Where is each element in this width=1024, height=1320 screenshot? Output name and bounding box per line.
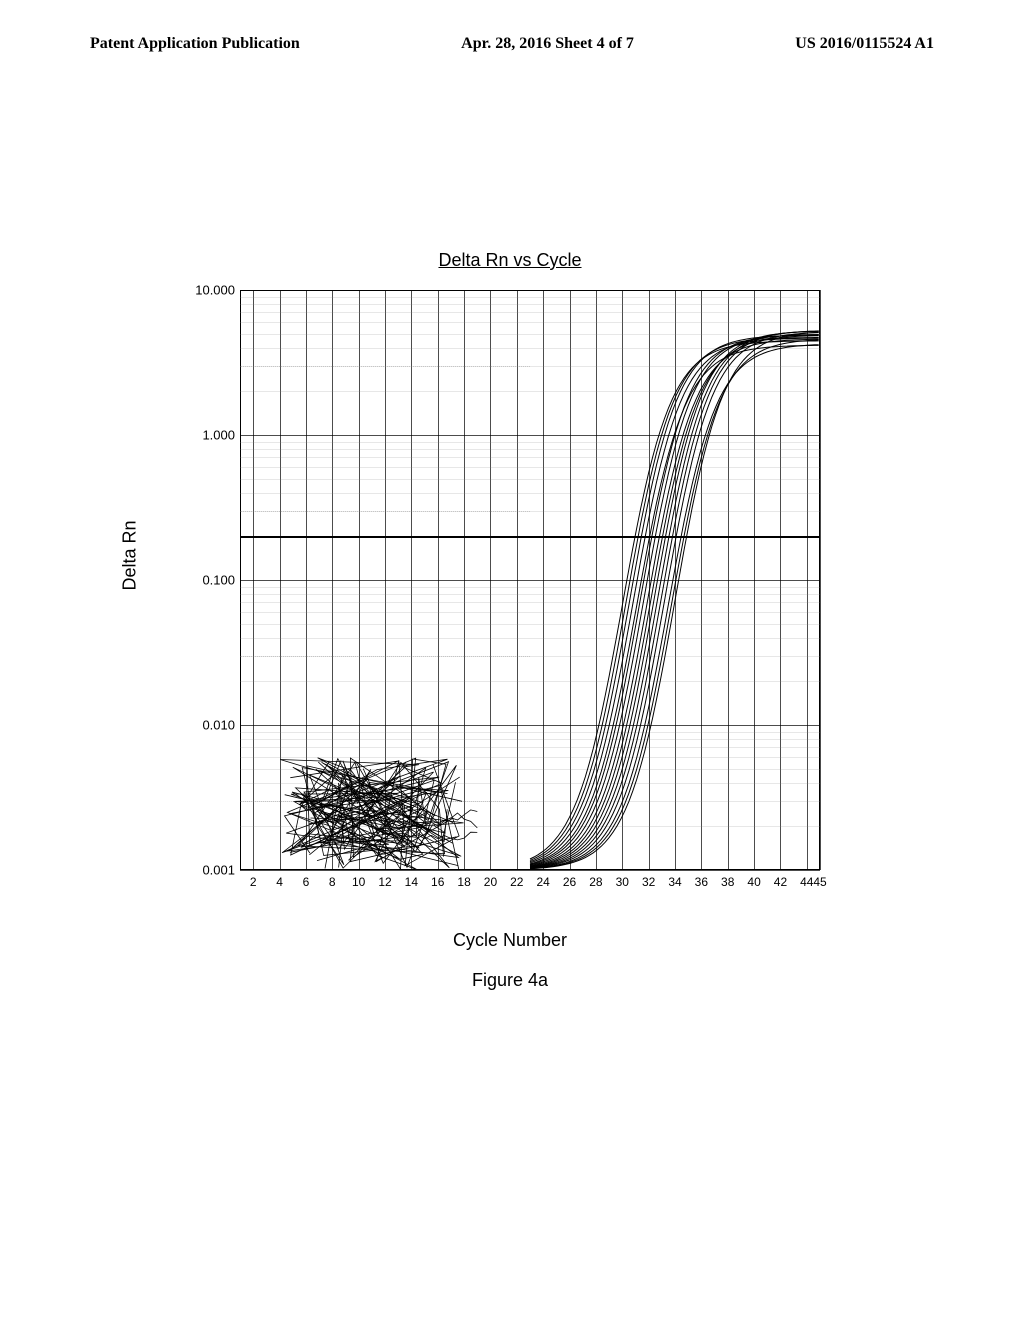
x-axis-label: Cycle Number (453, 930, 567, 951)
amplification-curve (530, 331, 819, 868)
amplification-curve (530, 335, 819, 866)
page-header: Patent Application Publication Apr. 28, … (90, 35, 934, 53)
amplification-curve (530, 331, 819, 867)
x-tick-label: 44 (800, 875, 813, 889)
amplification-curve (530, 335, 819, 865)
grid-horizontal-major (240, 870, 820, 871)
x-tick-label: 8 (329, 875, 336, 889)
x-tick-label: 45 (813, 875, 826, 889)
figure-label: Figure 4a (472, 970, 548, 991)
chart-container: Delta Rn vs Cycle Delta Rn Cycle Number … (150, 250, 870, 1030)
header-right: US 2016/0115524 A1 (795, 35, 934, 53)
x-tick-label: 34 (668, 875, 681, 889)
x-tick-label: 24 (536, 875, 549, 889)
y-tick-label: 0.100 (195, 573, 235, 588)
x-tick-label: 6 (303, 875, 310, 889)
x-tick-label: 22 (510, 875, 523, 889)
x-tick-label: 26 (563, 875, 576, 889)
x-tick-label: 10 (352, 875, 365, 889)
x-tick-label: 40 (747, 875, 760, 889)
amplification-curves (240, 290, 820, 870)
amplification-curve (530, 338, 819, 863)
y-tick-label: 1.000 (195, 428, 235, 443)
y-axis-label: Delta Rn (120, 520, 141, 590)
x-tick-label: 2 (250, 875, 257, 889)
amplification-curve (530, 336, 819, 867)
x-tick-label: 16 (431, 875, 444, 889)
amplification-curve (530, 338, 819, 861)
y-tick-label: 10.000 (195, 283, 235, 298)
amplification-curve (530, 333, 819, 868)
x-tick-label: 4 (276, 875, 283, 889)
x-tick-label: 18 (457, 875, 470, 889)
x-tick-label: 20 (484, 875, 497, 889)
x-tick-label: 32 (642, 875, 655, 889)
x-tick-label: 12 (378, 875, 391, 889)
amplification-curve (530, 332, 819, 868)
header-left: Patent Application Publication (90, 35, 300, 53)
x-tick-label: 38 (721, 875, 734, 889)
header-center: Apr. 28, 2016 Sheet 4 of 7 (461, 35, 634, 53)
chart-title: Delta Rn vs Cycle (438, 250, 581, 271)
x-tick-label: 30 (616, 875, 629, 889)
x-tick-label: 42 (774, 875, 787, 889)
amplification-curve (530, 331, 819, 867)
y-tick-label: 0.001 (195, 863, 235, 878)
grid-vertical (820, 290, 821, 870)
amplification-curve (530, 335, 819, 861)
x-tick-label: 36 (695, 875, 708, 889)
y-tick-label: 0.010 (195, 718, 235, 733)
x-tick-label: 28 (589, 875, 602, 889)
x-tick-label: 14 (405, 875, 418, 889)
